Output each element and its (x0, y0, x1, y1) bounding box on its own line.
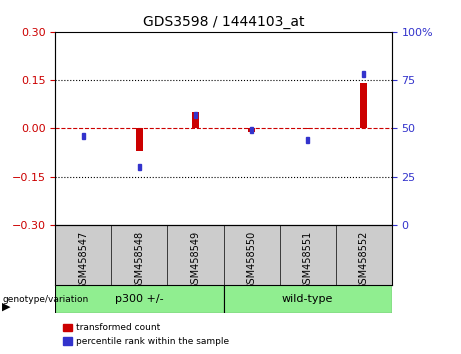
Text: GSM458549: GSM458549 (190, 231, 201, 290)
Bar (82, 133, 85, 139)
Bar (55, 285, 224, 313)
Text: GSM458552: GSM458552 (359, 231, 369, 290)
Text: GSM458547: GSM458547 (78, 231, 89, 290)
Bar (192, 112, 199, 128)
Bar (304, 128, 311, 129)
Title: GDS3598 / 1444103_at: GDS3598 / 1444103_at (143, 16, 304, 29)
Bar (361, 83, 367, 128)
Text: p300 +/-: p300 +/- (115, 294, 164, 304)
Bar (250, 127, 253, 133)
Text: ▶: ▶ (2, 302, 11, 312)
Bar (138, 164, 141, 170)
Text: GSM458551: GSM458551 (303, 231, 313, 290)
Bar (362, 72, 366, 77)
Text: wild-type: wild-type (282, 294, 333, 304)
Bar (248, 128, 255, 132)
Text: GSM458550: GSM458550 (247, 231, 257, 290)
Text: GSM458548: GSM458548 (135, 231, 144, 290)
Bar (194, 112, 197, 118)
Bar (136, 128, 143, 151)
Text: genotype/variation: genotype/variation (2, 295, 89, 304)
Bar (306, 137, 309, 143)
Legend: transformed count, percentile rank within the sample: transformed count, percentile rank withi… (60, 320, 233, 349)
Bar (224, 285, 392, 313)
